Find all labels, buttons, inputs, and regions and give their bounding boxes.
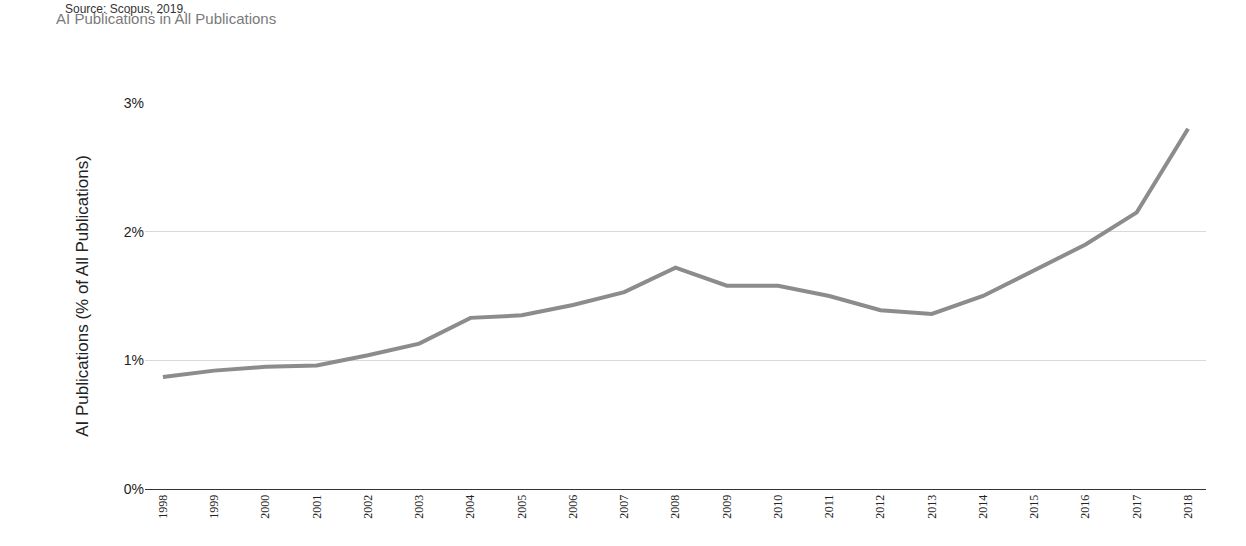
svg-text:2013: 2013 <box>925 495 939 519</box>
svg-text:AI Publications in All Publica: AI Publications in All Publications <box>56 10 276 27</box>
svg-text:3%: 3% <box>124 95 144 111</box>
svg-text:1998: 1998 <box>156 495 170 519</box>
svg-text:2004: 2004 <box>463 495 477 519</box>
svg-text:1%: 1% <box>124 352 144 368</box>
svg-text:Source: Scopus, 2019.: Source: Scopus, 2019. <box>65 2 186 16</box>
svg-text:2003: 2003 <box>412 495 426 519</box>
svg-text:2011: 2011 <box>822 495 836 519</box>
svg-text:2014: 2014 <box>976 495 990 519</box>
svg-text:2008: 2008 <box>668 495 682 519</box>
svg-text:1999: 1999 <box>207 495 221 519</box>
svg-text:2000: 2000 <box>258 495 272 519</box>
svg-text:2010: 2010 <box>771 495 785 519</box>
svg-text:2012: 2012 <box>873 495 887 519</box>
svg-text:2009: 2009 <box>720 495 734 519</box>
svg-text:2018: 2018 <box>1181 495 1195 519</box>
svg-text:AI Publications (% of All Publ: AI Publications (% of All Publications) <box>73 155 92 437</box>
svg-text:2001: 2001 <box>310 495 324 519</box>
svg-text:2005: 2005 <box>515 495 529 519</box>
svg-text:2015: 2015 <box>1027 495 1041 519</box>
svg-text:2007: 2007 <box>617 495 631 519</box>
svg-text:2002: 2002 <box>361 495 375 519</box>
svg-text:2016: 2016 <box>1078 495 1092 519</box>
svg-text:2017: 2017 <box>1130 495 1144 519</box>
svg-text:2%: 2% <box>124 224 144 240</box>
svg-text:2006: 2006 <box>566 495 580 519</box>
svg-text:0%: 0% <box>124 481 144 497</box>
